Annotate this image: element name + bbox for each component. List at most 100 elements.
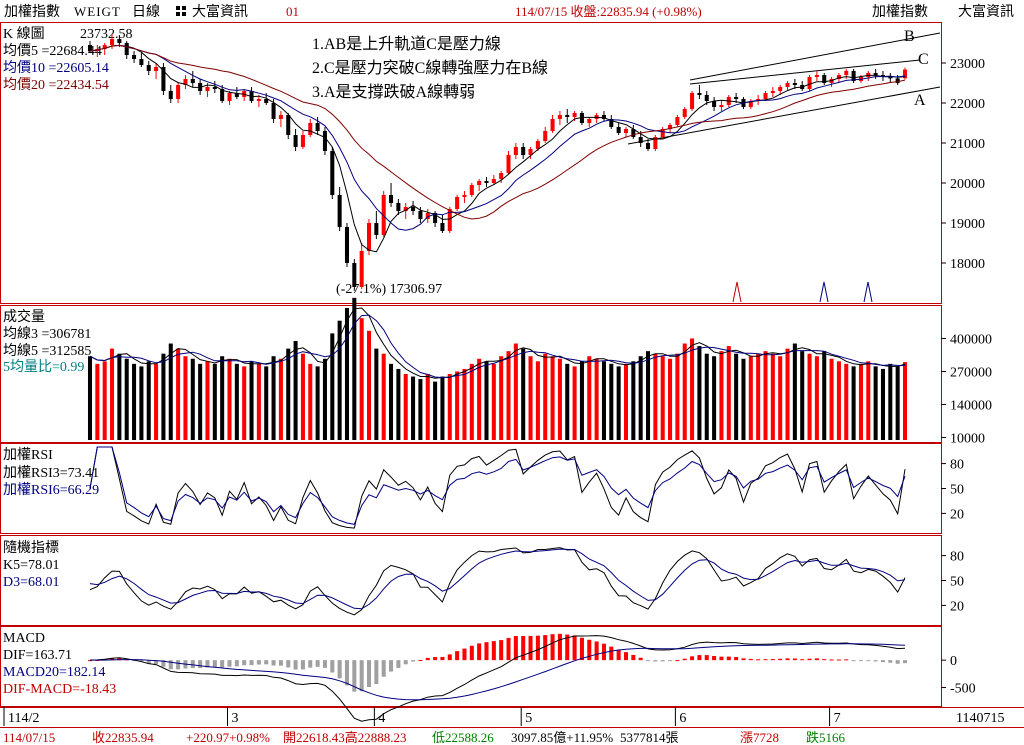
macd-bar — [712, 655, 717, 661]
macd-bar — [227, 660, 232, 667]
note-3: 3.A是支撐跌破A線轉弱 — [312, 83, 475, 101]
candle-body — [491, 179, 496, 183]
candle-body — [660, 129, 665, 137]
candle-body — [469, 185, 474, 195]
kline-y-ticks: 23000 22000 21000 20000 19000 18000 — [941, 57, 985, 272]
volume-bar — [535, 361, 540, 440]
line-label-c: C — [918, 51, 929, 68]
footer-down: 跌5166 — [806, 730, 846, 745]
macd-bar — [433, 657, 438, 661]
header-right-vendor: 大富資訊 — [958, 3, 1014, 20]
macd-bar — [623, 652, 629, 661]
line-label-a: A — [914, 92, 926, 109]
candle-body — [374, 223, 379, 235]
volume-bar — [491, 363, 496, 440]
volume-bar — [616, 366, 621, 440]
candle-body — [300, 135, 305, 147]
volume-bar — [366, 330, 372, 440]
macd-y-ticks: 0 -500 — [941, 654, 976, 697]
candle-body — [132, 55, 137, 59]
macd-bar — [866, 660, 871, 662]
macd-bar — [557, 633, 562, 661]
macd-bar — [330, 660, 335, 673]
macd-bar — [359, 660, 364, 692]
candle-body — [807, 77, 812, 89]
x-tick-label: 3 — [232, 711, 239, 726]
candle-body — [234, 93, 239, 97]
volume-bar — [190, 358, 195, 440]
y-tick-label: 400000 — [950, 332, 992, 347]
rsi-frame — [0, 443, 942, 534]
candle-body — [565, 115, 570, 117]
kd-lines — [89, 547, 906, 616]
macd-bar — [521, 635, 526, 661]
volume-bar — [499, 356, 504, 440]
macd-bar — [763, 659, 768, 661]
volume-bar — [168, 343, 173, 440]
macd-bar — [675, 660, 680, 662]
macd-bar — [631, 654, 636, 661]
candle-body — [484, 181, 489, 183]
volume-bar — [256, 363, 261, 440]
volume-bar — [359, 318, 364, 440]
candle-body — [836, 75, 841, 79]
candle-body — [785, 83, 790, 87]
candle-body — [763, 93, 768, 99]
candle-body — [220, 89, 225, 101]
candle-body — [851, 71, 856, 81]
macd-bar — [110, 658, 115, 661]
macd-dif-line — [89, 635, 906, 722]
macd-bar — [748, 658, 753, 661]
macd-bar — [726, 656, 731, 661]
candle-body — [447, 209, 452, 231]
candle-body — [455, 197, 460, 209]
kd-labels: 隨機指標 K5=78.01 D3=68.01 — [3, 540, 60, 590]
y-tick-label: 50 — [950, 575, 964, 590]
y-tick-label: 20 — [950, 507, 964, 522]
macd-bar — [601, 643, 606, 661]
kd-title: 隨機指標 — [3, 540, 59, 556]
macd-bar — [873, 660, 878, 662]
volume-y-ticks: 400000 270000 140000 10000 — [941, 332, 992, 446]
candle-body — [308, 123, 313, 135]
macd-bar — [205, 660, 210, 668]
volume-ma3-line — [89, 307, 906, 379]
kd-d-line — [89, 548, 906, 610]
volume-ma5: 均線5 =312585 — [3, 343, 91, 359]
volume-title: 成交量 — [3, 308, 45, 325]
volume-bar — [682, 343, 687, 440]
macd-bar — [396, 660, 401, 668]
macd-bar — [499, 640, 504, 661]
candle-body — [587, 119, 592, 123]
kd-k-label: K5=78.01 — [3, 558, 60, 573]
volume-bar — [521, 348, 526, 440]
volume-bar — [638, 356, 643, 440]
header-vendor: 大富資訊 — [192, 3, 248, 20]
volume-bar — [110, 348, 115, 440]
volume-bar — [557, 358, 562, 440]
macd-bar — [756, 659, 761, 661]
ma10-line — [89, 44, 906, 231]
y-tick-label: 18000 — [950, 257, 985, 272]
volume-bar — [396, 368, 401, 440]
macd-bar — [477, 643, 482, 661]
macd-bar — [389, 660, 394, 672]
volume-bar — [337, 320, 342, 440]
header-symbol: WEIGT — [74, 4, 121, 19]
volume-bars — [87, 297, 908, 440]
volume-bar — [102, 361, 107, 440]
volume-labels: 成交量 均線3 =306781 均線5 =312585 5均量比=0.99 — [3, 308, 91, 375]
y-tick-label: 23000 — [950, 57, 985, 72]
volume-bar — [154, 363, 159, 440]
volume-bar — [601, 361, 606, 440]
candle-body — [161, 67, 166, 91]
volume-bar — [440, 376, 445, 440]
candle-body — [668, 125, 673, 129]
macd-bar — [668, 660, 673, 662]
volume-bar — [242, 366, 247, 440]
volume-bar — [623, 363, 629, 440]
candle-body — [682, 109, 687, 117]
kline-high-label: 23732.58 — [80, 27, 133, 42]
rsi-labels: 加權RSI 加權RSI3=73.41 加權RSI6=66.29 — [3, 447, 99, 498]
candle-body — [212, 87, 217, 89]
